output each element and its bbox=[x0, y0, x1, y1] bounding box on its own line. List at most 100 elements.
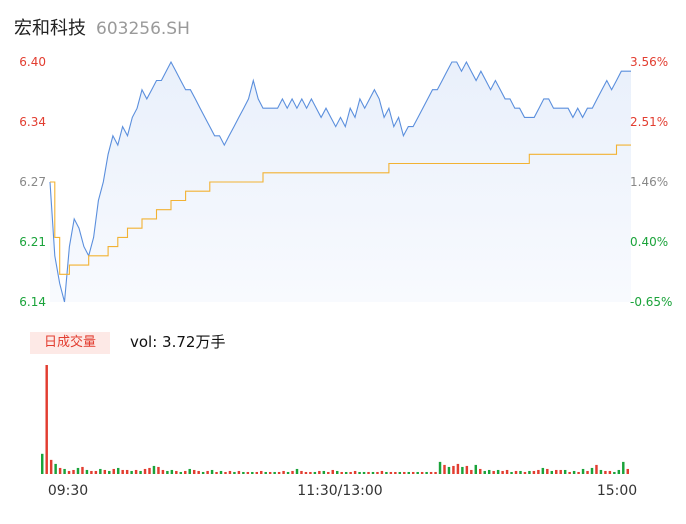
y-tick-right: 0.40% bbox=[630, 235, 668, 249]
volume-bar bbox=[514, 470, 518, 474]
volume-bar bbox=[237, 470, 241, 474]
volume-bar bbox=[510, 471, 513, 474]
volume-bar bbox=[501, 470, 504, 474]
y-tick-right: 2.51% bbox=[630, 115, 668, 129]
volume-bar bbox=[385, 471, 388, 474]
volume-bar bbox=[49, 459, 53, 474]
volume-bar bbox=[613, 471, 616, 474]
volume-bar bbox=[595, 464, 598, 474]
stock-code: 603256.SH bbox=[96, 19, 190, 39]
volume-bar bbox=[130, 470, 133, 474]
x-tick: 15:00 bbox=[597, 483, 637, 499]
volume-bar bbox=[242, 471, 245, 474]
volume-bar bbox=[99, 468, 102, 474]
volume-bar bbox=[206, 470, 209, 474]
volume-bar bbox=[461, 466, 464, 474]
volume-bar bbox=[286, 471, 290, 474]
y-tick-left: 6.21 bbox=[19, 235, 46, 249]
volume-bar bbox=[563, 469, 567, 474]
volume-bar bbox=[559, 469, 562, 474]
volume-bar bbox=[327, 471, 330, 474]
volume-bar bbox=[268, 471, 272, 474]
volume-bar bbox=[403, 471, 406, 474]
volume-bar bbox=[452, 465, 455, 474]
volume-bar bbox=[411, 471, 415, 474]
volume-bar bbox=[116, 467, 120, 474]
volume-bar bbox=[483, 470, 486, 474]
volume-bar bbox=[264, 471, 267, 474]
volume-bar bbox=[492, 470, 495, 474]
volume-bar bbox=[45, 365, 48, 474]
volume-bar bbox=[438, 461, 442, 474]
volume-bar bbox=[398, 471, 402, 474]
volume-bar bbox=[367, 471, 370, 474]
y-tick-left: 6.14 bbox=[19, 295, 46, 309]
volume-bar bbox=[134, 469, 138, 474]
volume-bar bbox=[474, 464, 478, 474]
volume-bar bbox=[608, 470, 612, 474]
volume-bar bbox=[215, 471, 218, 474]
y-tick-left: 6.40 bbox=[19, 55, 46, 69]
volume-bar bbox=[465, 465, 469, 474]
volume-bar bbox=[58, 467, 62, 474]
x-axis: 09:30 11:30/13:00 15:00 bbox=[48, 483, 637, 499]
volume-bar bbox=[94, 470, 98, 474]
volume-bar bbox=[228, 470, 232, 474]
volume-bar bbox=[251, 471, 254, 474]
volume-bar bbox=[568, 471, 571, 474]
volume-bar bbox=[447, 466, 451, 474]
volume-bar bbox=[125, 469, 129, 474]
volume-bar bbox=[590, 467, 594, 474]
volume-bar bbox=[90, 470, 93, 474]
y-tick-right: 3.56% bbox=[630, 55, 668, 69]
volume-bar bbox=[555, 469, 558, 474]
volume-bar bbox=[282, 470, 285, 474]
volume-bar bbox=[344, 471, 348, 474]
volume-bar bbox=[210, 469, 214, 474]
volume-bar bbox=[260, 470, 263, 474]
volume-bar bbox=[358, 471, 361, 474]
volume-bar bbox=[541, 467, 545, 474]
volume-bar bbox=[313, 471, 317, 474]
volume-bar bbox=[166, 470, 169, 474]
volume-bar bbox=[112, 468, 115, 474]
volume-bar bbox=[604, 470, 607, 474]
volume-bar bbox=[139, 470, 142, 474]
volume-bar bbox=[519, 470, 522, 474]
volume-bar bbox=[246, 471, 250, 474]
stock-name: 宏和科技 bbox=[14, 18, 86, 39]
stock-title: 宏和科技 603256.SH bbox=[14, 14, 190, 40]
volume-bar bbox=[362, 471, 366, 474]
volume-bar bbox=[184, 470, 187, 474]
average-price-line bbox=[50, 144, 631, 275]
volume-bar bbox=[487, 469, 491, 474]
daily-volume-tag[interactable]: 日成交量 bbox=[30, 332, 110, 354]
volume-bar bbox=[304, 471, 308, 474]
volume-bar bbox=[300, 470, 303, 474]
volume-bar bbox=[550, 470, 554, 474]
volume-bar bbox=[72, 469, 75, 474]
volume-bar bbox=[617, 469, 621, 474]
volume-bar bbox=[76, 467, 80, 474]
volume-bar bbox=[295, 468, 299, 474]
volume-bar bbox=[41, 453, 44, 474]
volume-bar bbox=[157, 466, 160, 474]
volume-bar bbox=[416, 471, 419, 474]
volume-bar bbox=[380, 470, 384, 474]
volume-bar bbox=[201, 471, 205, 474]
volume-bar bbox=[505, 469, 509, 474]
volume-bar bbox=[394, 471, 397, 474]
volume-bar bbox=[470, 469, 473, 474]
volume-bar bbox=[255, 471, 259, 474]
volume-bar bbox=[322, 470, 326, 474]
volume-bar bbox=[349, 471, 352, 474]
volume-bar bbox=[479, 468, 482, 474]
volume-bar bbox=[188, 468, 191, 474]
y-tick-right: 1.46% bbox=[630, 175, 668, 189]
volume-bar bbox=[103, 469, 107, 474]
volume-bar bbox=[219, 470, 223, 474]
volume-bar bbox=[179, 471, 183, 474]
volume-bar bbox=[353, 470, 357, 474]
volume-bar bbox=[443, 464, 446, 474]
